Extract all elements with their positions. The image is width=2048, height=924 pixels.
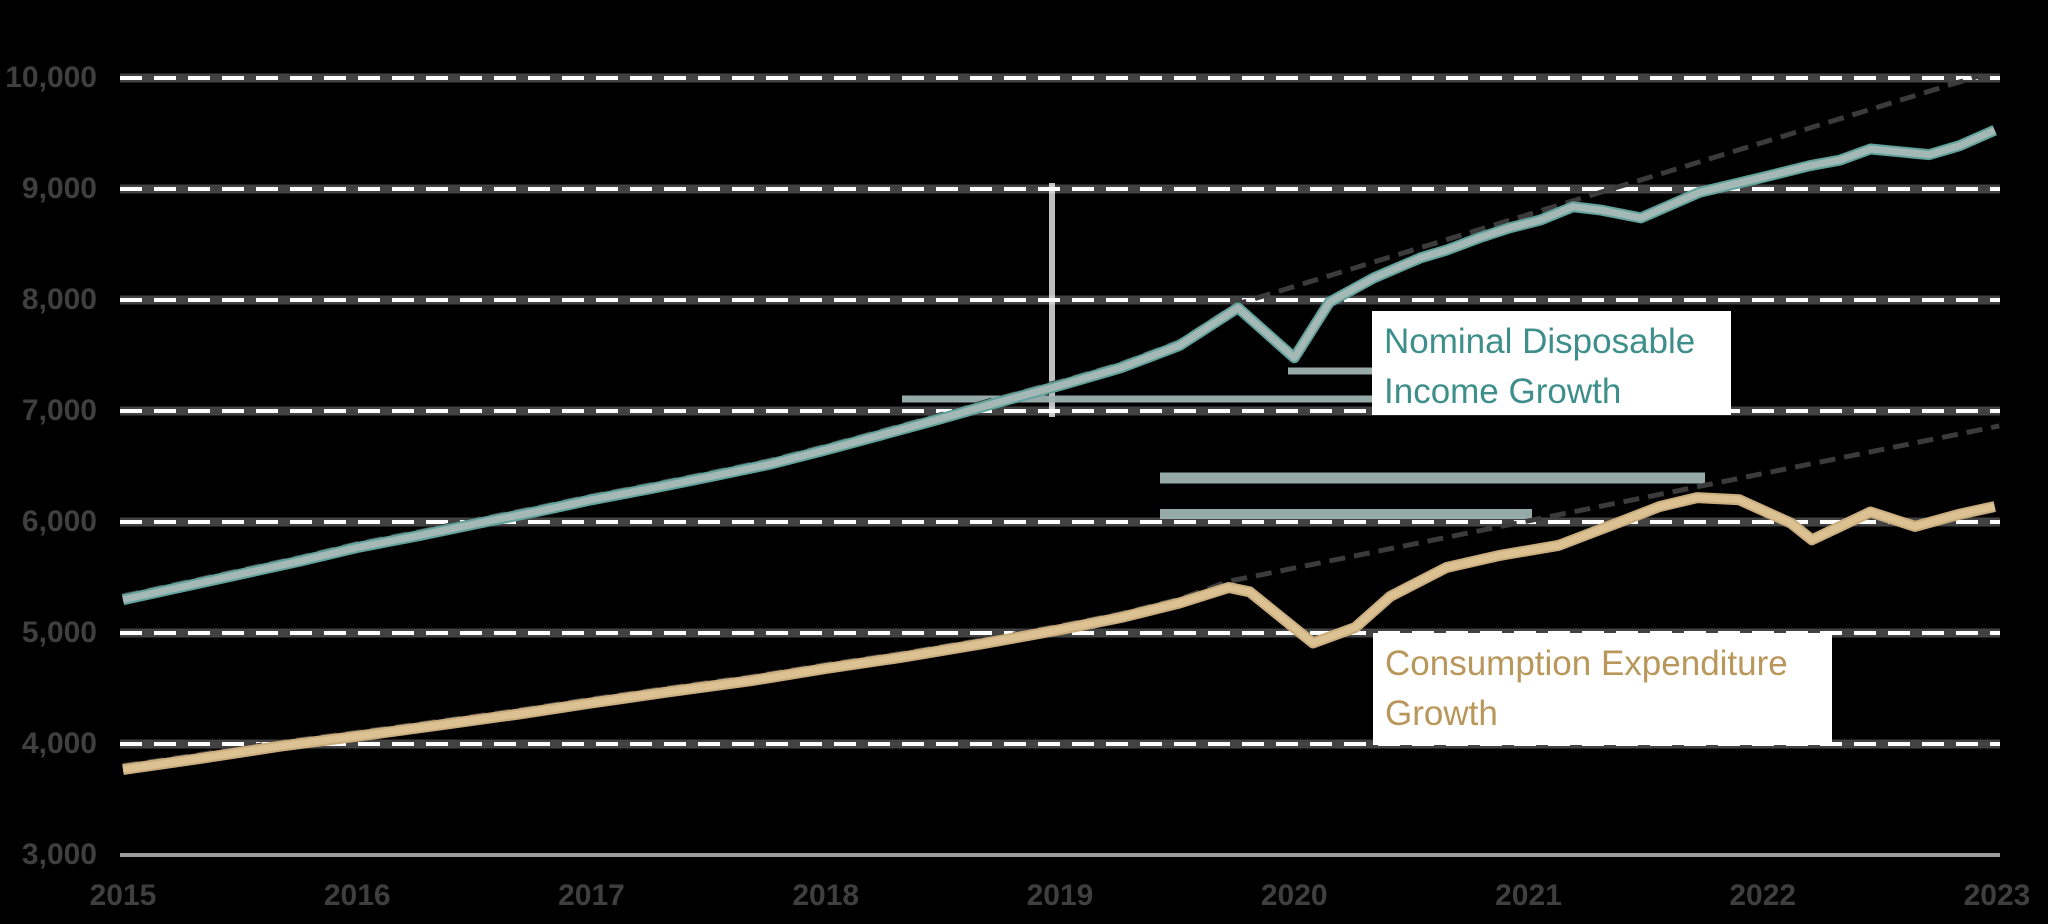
x-axis-label: 2020: [1260, 879, 1328, 912]
y-axis-label: 8,000: [21, 283, 97, 316]
x-axis-label: 2016: [323, 879, 391, 912]
x-axis-label: 2018: [792, 879, 860, 912]
y-axis-label: 5,000: [21, 616, 97, 649]
series-nominal-disposable-income-growth: [122, 126, 1997, 604]
y-axis-label: 4,000: [21, 727, 97, 760]
consumption-series-label-line1: Consumption Expenditure: [1385, 644, 1788, 683]
consumption-series-label-line2: Growth: [1385, 694, 1498, 733]
income-series-label: Nominal Disposable Income Growth: [1372, 311, 1731, 415]
y-axis-label: 10,000: [5, 61, 97, 94]
x-axis-label: 2022: [1729, 879, 1797, 912]
x-axis-label: 2019: [1026, 879, 1094, 912]
consumption-series-label: Consumption Expenditure Growth: [1373, 633, 1832, 745]
y-axis-label: 9,000: [21, 172, 97, 205]
y-axis-label: 3,000: [21, 838, 97, 871]
x-axis-label: 2023: [1963, 879, 2031, 912]
series-consumption-expenditure-growth: [122, 494, 1996, 773]
x-axis-label: 2017: [558, 879, 625, 912]
x-axis-label: 2015: [89, 879, 157, 912]
y-axis-label: 6,000: [21, 505, 97, 538]
x-axis-label: 2021: [1495, 879, 1562, 912]
income-series-label-line1: Nominal Disposable: [1384, 322, 1696, 361]
y-axis-label: 7,000: [21, 394, 97, 427]
income-series-label-line2: Income Growth: [1384, 372, 1622, 411]
